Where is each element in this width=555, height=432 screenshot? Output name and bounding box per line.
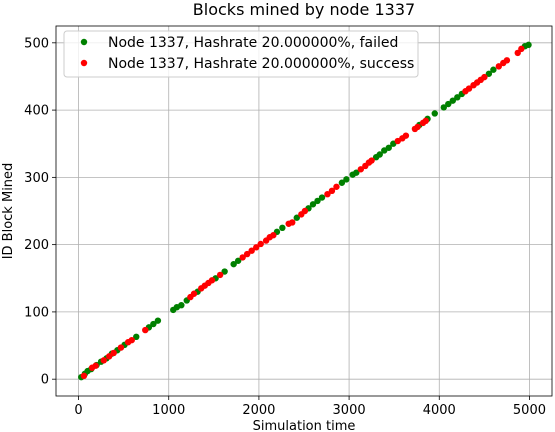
- data-point: [485, 70, 493, 77]
- data-point: [481, 73, 488, 81]
- axis-ticks: 0 1000 2000 3000 4000 5000 0 100 200 300 400 500: [24, 36, 546, 418]
- data-point: [309, 201, 317, 208]
- data-point: [133, 333, 140, 340]
- x-tick-label: 1000: [152, 403, 185, 418]
- data-point: [503, 57, 511, 64]
- data-point: [385, 144, 392, 151]
- data-point: [368, 157, 375, 164]
- chart-title: Blocks mined by node 1337: [193, 0, 415, 19]
- data-point: [449, 97, 456, 104]
- x-tick-label: 3000: [333, 403, 366, 418]
- data-point: [154, 317, 162, 324]
- data-point: [414, 123, 421, 131]
- data-point: [338, 179, 346, 186]
- data-point: [465, 85, 473, 92]
- y-tick-label: 200: [24, 238, 49, 253]
- data-point: [117, 344, 125, 351]
- data-point: [150, 320, 157, 328]
- data-point: [402, 132, 410, 139]
- grid: [56, 26, 552, 396]
- legend-marker-success: [80, 59, 88, 67]
- y-tick-label: 500: [24, 36, 49, 51]
- data-point: [128, 336, 135, 344]
- data-point: [221, 268, 228, 275]
- plot-area-frame: [55, 25, 553, 397]
- data-point: [110, 349, 117, 357]
- data-point: [328, 187, 336, 195]
- data-point: [216, 271, 224, 279]
- legend-marker-failed: [80, 38, 88, 46]
- y-tick-label: 100: [24, 305, 49, 320]
- x-tick-label: 0: [74, 403, 82, 418]
- y-tick-label: 0: [41, 373, 49, 388]
- data-points: [78, 41, 532, 381]
- data-point: [80, 372, 88, 380]
- data-point: [357, 166, 365, 173]
- legend-frame: [63, 30, 419, 78]
- data-point: [293, 214, 300, 221]
- data-point: [257, 240, 264, 248]
- x-tick-label: 4000: [423, 403, 456, 418]
- x-axis-label: Simulation time: [253, 419, 356, 432]
- data-point: [253, 244, 260, 251]
- data-point: [490, 66, 497, 73]
- data-point: [454, 94, 461, 101]
- data-point: [230, 260, 237, 268]
- y-tick-label: 400: [24, 104, 49, 119]
- data-point: [445, 100, 452, 108]
- data-point: [495, 63, 502, 70]
- data-point: [234, 257, 242, 264]
- series-success: [80, 45, 525, 380]
- data-point: [518, 45, 525, 53]
- legend-label-failed: Node 1337, Hashrate 20.000000%, failed: [108, 35, 398, 51]
- x-tick-label: 5000: [513, 403, 546, 418]
- legend: Node 1337, Hashrate 20.000000%, failed N…: [63, 30, 419, 78]
- data-point: [106, 353, 113, 360]
- y-tick-label: 300: [24, 171, 49, 186]
- data-point: [318, 194, 326, 201]
- data-point: [301, 207, 309, 215]
- x-tick-label: 2000: [242, 403, 275, 418]
- data-point: [243, 250, 251, 258]
- data-point: [178, 301, 185, 309]
- data-point: [248, 247, 255, 254]
- data-point: [239, 254, 246, 261]
- data-point: [343, 176, 350, 183]
- data-point: [142, 326, 149, 334]
- data-point: [279, 224, 286, 232]
- data-point: [333, 183, 340, 190]
- data-point: [270, 232, 277, 239]
- data-point: [431, 110, 438, 117]
- data-point: [190, 290, 198, 297]
- data-point: [440, 104, 447, 111]
- data-point: [92, 362, 99, 369]
- data-point: [289, 219, 296, 226]
- data-point: [208, 277, 216, 284]
- data-point: [376, 151, 383, 158]
- data-point: [324, 190, 331, 198]
- data-point: [314, 197, 321, 205]
- legend-label-success: Node 1337, Hashrate 20.000000%, success: [108, 56, 414, 72]
- data-point: [525, 41, 532, 49]
- data-point: [100, 357, 107, 364]
- y-axis-label: ID Block Mined: [1, 163, 16, 260]
- data-point: [422, 117, 429, 125]
- data-point: [353, 169, 360, 176]
